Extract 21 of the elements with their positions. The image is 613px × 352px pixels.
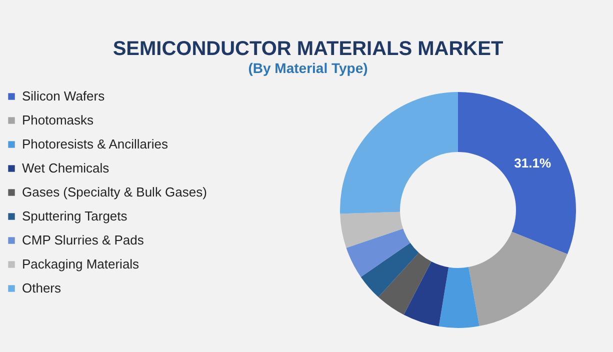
donut-slice <box>438 267 480 328</box>
legend-label: CMP Slurries & Pads <box>22 232 144 248</box>
donut-slice <box>340 92 458 214</box>
chart-subtitle: (By Material Type) <box>248 60 368 76</box>
donut-slice <box>468 232 568 326</box>
chart-title: SEMICONDUCTOR MATERIALS MARKET <box>112 38 504 60</box>
donut-slice <box>404 262 449 326</box>
legend-label: Packaging Materials <box>22 256 140 272</box>
legend-label: Photoresists & Ancillaries <box>22 136 168 152</box>
legend-label: Wet Chemicals <box>22 160 110 176</box>
legend-label: Others <box>22 280 62 296</box>
donut-slice <box>360 242 419 298</box>
donut-slice <box>346 228 410 277</box>
legend-label: Gases (Specialty & Bulk Gases) <box>22 184 207 200</box>
legend-label: Silicon Wafers <box>22 88 106 104</box>
legend-label: Photomasks <box>22 112 94 128</box>
legend-label: Sputtering Targets <box>22 208 128 224</box>
data-label: 31.1% <box>514 156 552 171</box>
donut-slice <box>378 252 432 315</box>
donut-slice <box>340 212 404 248</box>
donut-slice <box>458 92 576 254</box>
